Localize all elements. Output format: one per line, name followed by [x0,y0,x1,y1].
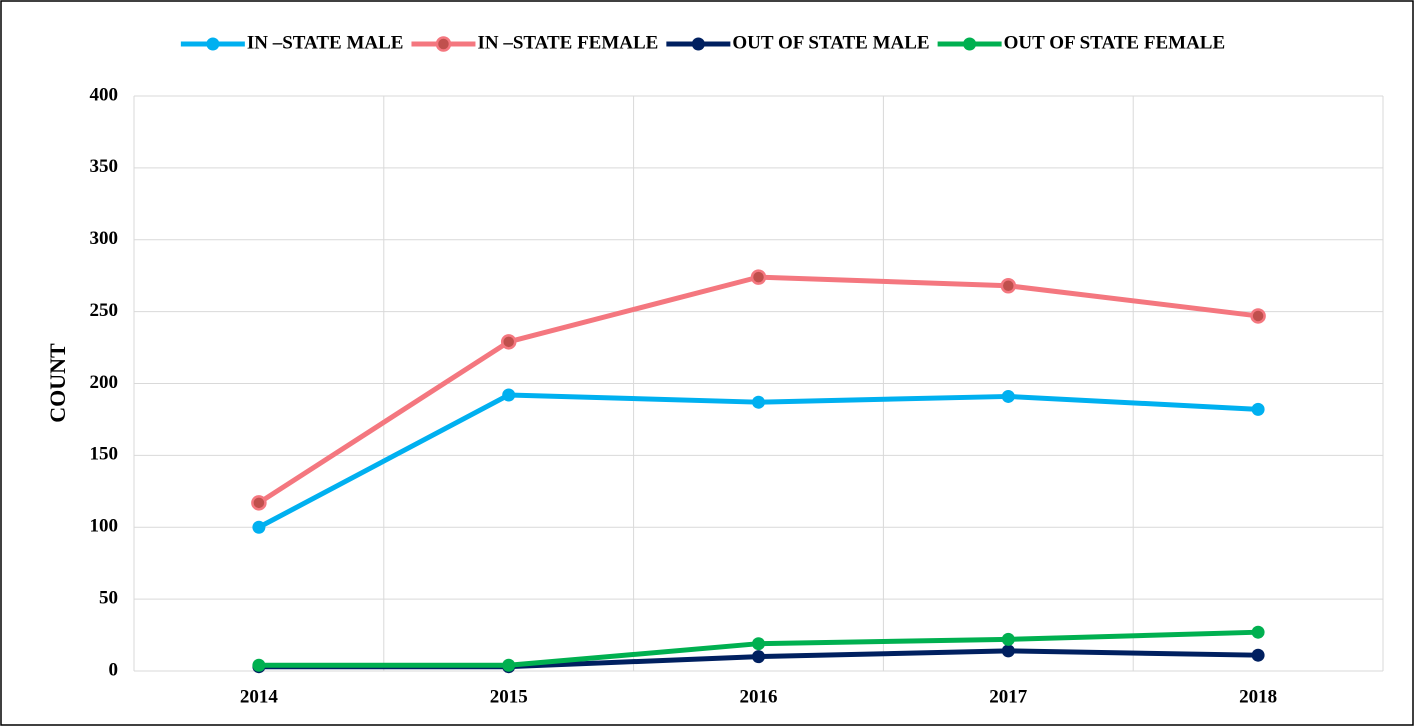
point-marker [1001,632,1015,646]
point-marker [1251,402,1265,416]
x-tick-label: 2018 [1239,686,1277,707]
y-tick-label: 100 [90,516,119,537]
point-marker [752,637,765,651]
point-marker [1251,625,1265,639]
point-marker [1250,308,1266,324]
x-tick-label: 2016 [740,686,778,707]
point-marker [502,388,516,402]
y-tick-label: 300 [90,228,119,249]
legend-marker [691,37,705,51]
y-axis-title: COUNT [45,343,70,423]
legend-label: OUT OF STATE MALE [732,32,929,53]
point-marker [251,495,267,511]
point-marker [750,269,767,285]
legend-label: OUT OF STATE FEMALE [1004,32,1226,53]
x-tick-label: 2015 [490,686,528,707]
legend-marker [435,36,452,52]
legend-marker [963,37,977,51]
legend-label: IN –STATE FEMALE [477,32,658,53]
point-marker [1000,278,1017,294]
y-tick-label: 400 [90,84,119,105]
point-marker [502,658,516,672]
y-tick-label: 50 [99,587,118,608]
y-tick-label: 250 [90,300,119,321]
x-tick-label: 2014 [240,686,279,707]
legend-marker [206,37,220,51]
point-marker [1001,644,1015,658]
y-tick-label: 150 [90,444,119,465]
point-marker [252,658,266,672]
point-marker [1001,389,1015,403]
y-tick-label: 0 [109,659,119,680]
point-marker [500,334,517,350]
x-tick-label: 2017 [989,686,1028,707]
y-tick-label: 350 [90,156,119,177]
legend: IN –STATE MALE IN –STATE FEMALE OUT OF STA… [180,32,1226,53]
point-marker [1251,648,1265,662]
y-tick-label: 200 [90,372,119,393]
point-marker [252,520,266,534]
legend-label: IN –STATE MALE [247,32,404,53]
point-marker [752,650,765,664]
point-marker [752,395,765,409]
